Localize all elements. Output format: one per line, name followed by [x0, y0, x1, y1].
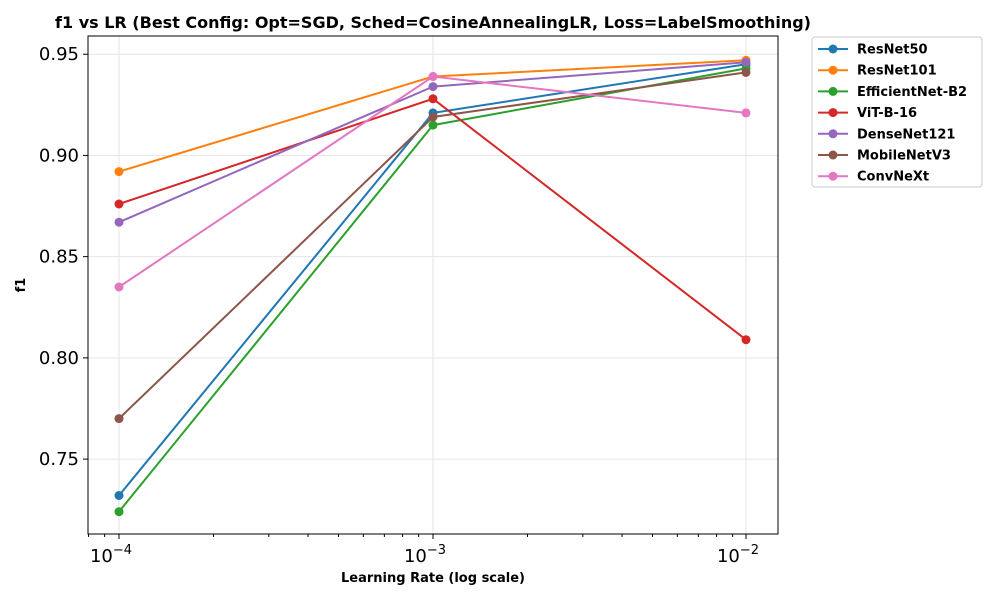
legend-label: EfficientNet-B2	[857, 85, 967, 100]
legend-marker	[828, 108, 838, 118]
data-point	[114, 414, 124, 424]
x-axis-label: Learning Rate (log scale)	[341, 571, 525, 586]
x-tick-label: 10−4	[90, 543, 132, 567]
legend-item: EfficientNet-B2	[818, 85, 967, 100]
data-point	[428, 112, 438, 122]
series-densenet121	[114, 57, 751, 227]
y-tick-label: 0.80	[39, 348, 79, 369]
data-point	[114, 282, 124, 292]
legend-label: ViT-B-16	[857, 106, 917, 121]
data-point	[114, 217, 124, 227]
legend-marker	[828, 65, 838, 75]
legend-label: ResNet50	[857, 43, 928, 58]
y-tick-label: 0.90	[39, 145, 79, 166]
plot-series	[114, 55, 751, 517]
data-point	[428, 82, 438, 92]
legend-item: DenseNet121	[818, 127, 955, 142]
y-axis-label: f1	[14, 278, 29, 293]
data-point	[741, 108, 751, 118]
legend-marker	[828, 171, 838, 181]
legend-marker	[828, 86, 838, 96]
data-point	[114, 507, 124, 517]
chart-title: f1 vs LR (Best Config: Opt=SGD, Sched=Co…	[55, 13, 811, 32]
legend-item: ResNet50	[818, 43, 928, 58]
legend-label: MobileNetV3	[857, 149, 951, 164]
legend-item: ViT-B-16	[818, 106, 917, 121]
legend-item: MobileNetV3	[818, 149, 951, 164]
legend: ResNet50 ResNet101 EfficientNet-B2 ViT-B-16…	[811, 36, 983, 188]
data-point	[428, 120, 438, 130]
legend-label: ResNet101	[857, 64, 937, 79]
y-tick-label: 0.85	[39, 247, 79, 268]
data-point	[428, 72, 438, 81]
series-mobilenetv3	[114, 67, 751, 424]
legend-item: ResNet101	[818, 64, 937, 79]
legend-label: ConvNeXt	[857, 170, 929, 185]
data-point	[428, 94, 438, 104]
y-tick-label: 0.95	[39, 44, 79, 65]
y-axis: 0.75 0.80 0.85 0.90 0.95	[39, 44, 88, 470]
series-vit-b-16	[114, 94, 751, 345]
data-point	[114, 199, 124, 209]
data-point	[741, 335, 751, 345]
data-point	[114, 491, 124, 500]
legend-marker	[828, 44, 838, 54]
x-tick-label: 10−3	[404, 543, 446, 567]
series-convnext	[114, 72, 751, 292]
data-point	[741, 57, 751, 67]
x-axis: 10−4 10−3 10−2	[88, 534, 759, 567]
data-point	[114, 167, 124, 177]
legend-box	[811, 36, 983, 188]
y-tick-label: 0.75	[39, 449, 79, 470]
data-point	[741, 67, 751, 77]
legend-marker	[828, 129, 838, 139]
legend-item: ConvNeXt	[818, 170, 929, 185]
x-tick-label: 10−2	[717, 543, 759, 567]
legend-marker	[828, 150, 838, 160]
legend-label: DenseNet121	[857, 127, 955, 142]
